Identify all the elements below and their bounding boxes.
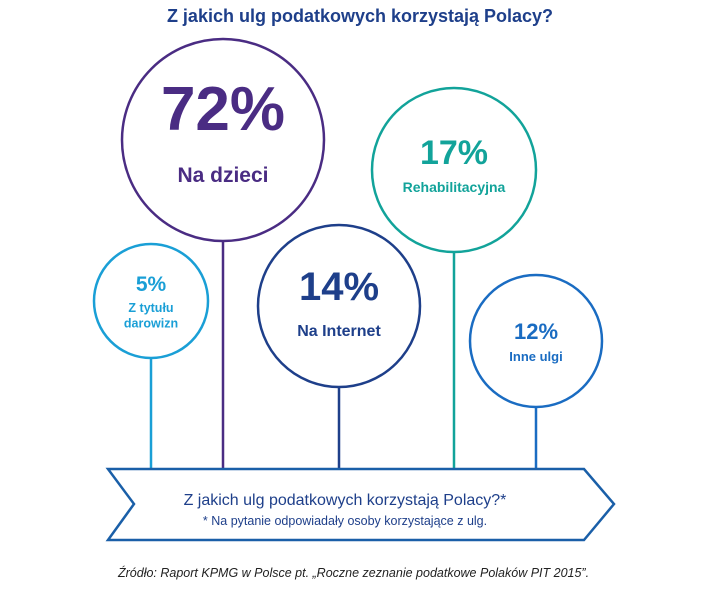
- bubbles-group: 72% Na dzieci 17% Rehabilitacyjna 5% Z tytułu…: [92, 37, 604, 469]
- banner-title: Z jakich ulg podatkowych korzystają Pola…: [183, 492, 507, 509]
- banner-note: * Na pytanie odpowiadały osoby korzystaj…: [202, 514, 488, 528]
- bubble-label-inne-ulgi: Inne ulgi: [509, 349, 562, 364]
- bubble-value-rehabilitacyjna: 17%: [420, 134, 488, 172]
- bubble-value-na-internet: 14%: [299, 265, 379, 309]
- banner-arrow: [105, 467, 616, 542]
- bubble-value-na-dzieci: 72%: [161, 75, 285, 144]
- bubble-inne-ulgi: [468, 273, 604, 409]
- bubble-na-internet: [256, 223, 422, 389]
- bubble-label-na-dzieci: Na dzieci: [177, 164, 268, 187]
- bubble-label-z-tytulu-darowizn-1: Z tytułu: [128, 301, 173, 315]
- chart-title: Z jakich ulg podatkowych korzystają Pola…: [166, 6, 554, 26]
- bubble-value-inne-ulgi: 12%: [514, 319, 558, 344]
- bubble-rehabilitacyjna: [370, 86, 538, 254]
- source-note: Źródło: Raport KPMG w Polsce pt. „Roczne…: [118, 566, 590, 580]
- bubble-value-z-tytulu-darowizn: 5%: [136, 273, 167, 296]
- bubble-na-dzieci: [120, 37, 326, 243]
- bubble-label-rehabilitacyjna: Rehabilitacyjna: [403, 179, 506, 195]
- bubble-z-tytulu-darowizn: [92, 242, 210, 360]
- bubble-label-z-tytulu-darowizn-2: darowizn: [124, 317, 178, 331]
- bubble-label-na-internet: Na Internet: [297, 323, 381, 340]
